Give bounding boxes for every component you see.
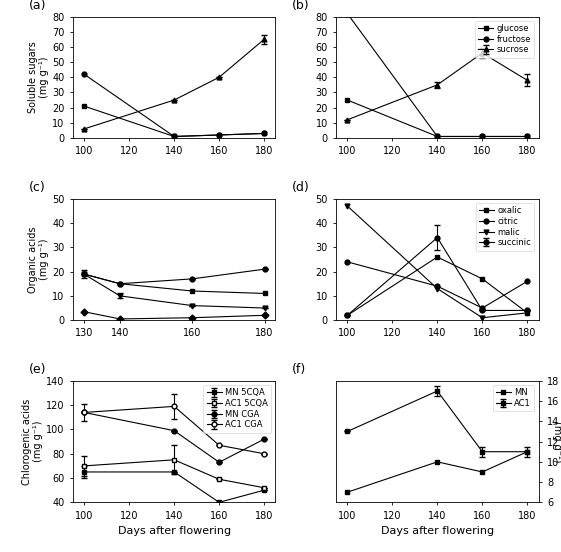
Text: (d): (d) [292,181,309,194]
Line: succinic: succinic [345,204,530,320]
fructose [434,133,441,140]
fructose [216,131,223,138]
s_diamond [80,309,87,315]
succinic [434,285,441,292]
Y-axis label: Trigonelline
(mg g⁻¹): Trigonelline (mg g⁻¹) [551,413,561,470]
s_square [117,280,123,287]
Legend: glucose, fructose, sucrose: glucose, fructose, sucrose [475,21,535,58]
glucose [81,103,88,109]
fructose [524,133,531,140]
glucose [434,133,441,140]
s_square [261,290,268,297]
fructose [81,71,88,78]
succinic [479,315,486,321]
Y-axis label: Soluble sugars
(mg g⁻¹): Soluble sugars (mg g⁻¹) [28,41,49,113]
Line: fructose: fructose [82,72,266,139]
succinic [524,310,531,316]
MN [524,448,531,455]
Text: (c): (c) [29,181,45,194]
glucose [479,133,486,140]
glucose [171,133,177,140]
fructose [261,130,268,137]
s_diamond [261,312,268,319]
MN [434,459,441,465]
MN [479,469,486,475]
Y-axis label: Organic acids
(mg g⁻¹): Organic acids (mg g⁻¹) [28,226,49,293]
Line: s_diamond: s_diamond [81,309,267,321]
oxalic [524,310,531,316]
citric [344,258,351,265]
X-axis label: Days after flowering: Days after flowering [118,526,231,536]
Text: (b): (b) [292,0,309,12]
fructose [344,10,351,17]
Line: glucose: glucose [82,104,266,139]
citric [434,283,441,289]
MN [344,489,351,496]
Y-axis label: Chlorogenic acids
(mg g⁻¹): Chlorogenic acids (mg g⁻¹) [22,399,43,485]
Legend: MN, AC1: MN, AC1 [493,385,535,411]
s_diamond [189,315,196,321]
Line: s_square: s_square [81,272,267,296]
Text: (f): (f) [292,363,306,376]
oxalic [434,254,441,261]
glucose [216,131,223,138]
Line: citric: citric [345,259,530,310]
citric [479,305,486,311]
oxalic [344,312,351,319]
glucose [524,133,531,140]
Text: (e): (e) [29,363,46,376]
Line: glucose: glucose [345,98,530,139]
succinic [344,203,351,209]
Line: oxalic: oxalic [345,254,530,318]
oxalic [479,275,486,282]
s_diamond [117,316,123,322]
Text: (a): (a) [29,0,46,12]
X-axis label: Days after flowering: Days after flowering [381,526,494,536]
Line: fructose: fructose [345,11,530,139]
fructose [171,133,177,140]
glucose [344,97,351,103]
Legend: oxalic, citric, malic, succinic: oxalic, citric, malic, succinic [476,203,535,251]
Legend: MN 5CQA, AC1 5CQA, MN CGA, AC1 CGA: MN 5CQA, AC1 5CQA, MN CGA, AC1 CGA [203,385,271,433]
Line: MN: MN [345,449,530,495]
s_square [189,288,196,294]
fructose [479,133,486,140]
glucose [261,130,268,137]
s_square [80,270,87,277]
citric [524,278,531,285]
